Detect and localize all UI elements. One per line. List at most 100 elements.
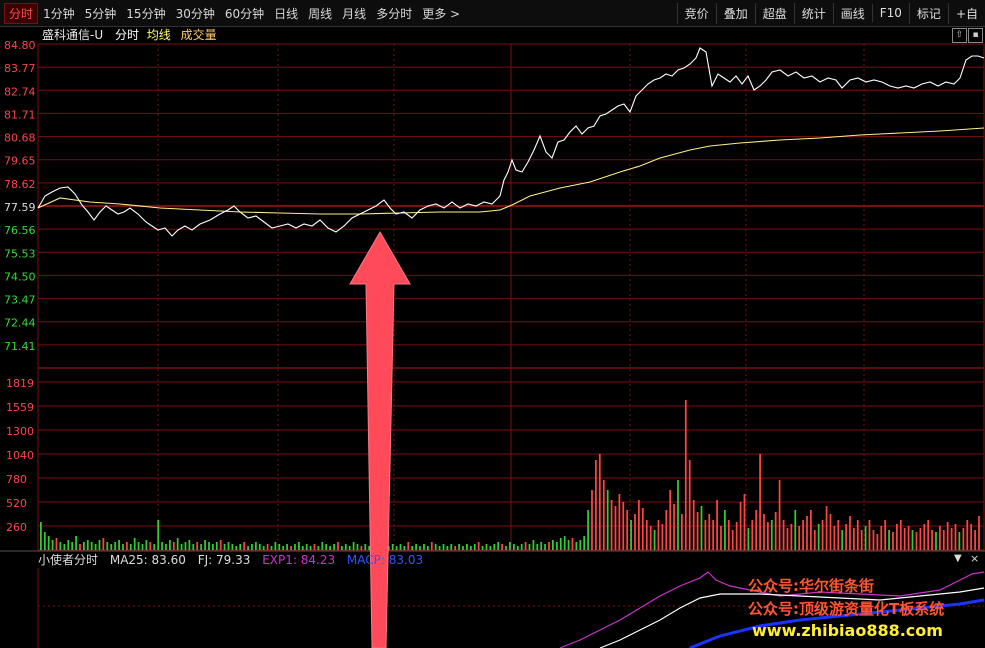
tab-9[interactable]: 多分时	[376, 6, 413, 21]
volume-bar	[86, 540, 89, 550]
volume-bar	[962, 528, 965, 550]
volume-bar	[837, 520, 840, 550]
volume-bar	[864, 526, 867, 550]
volume-bar	[458, 544, 460, 550]
tab-3[interactable]: 15分钟	[126, 6, 166, 21]
volume-bar	[317, 546, 320, 550]
volume-bar	[516, 546, 519, 550]
volume-bar	[548, 542, 550, 550]
price-tick-label: 79.65	[4, 155, 36, 168]
volume-bar	[40, 522, 42, 550]
volume-bar	[63, 544, 66, 550]
volume-bar	[423, 544, 425, 550]
volume-bar	[743, 494, 746, 550]
exp1-value: EXP1: 84.23	[262, 553, 336, 567]
volume-bar	[71, 542, 74, 550]
tool-3[interactable]: 统计	[793, 2, 833, 24]
volume-bar	[270, 546, 273, 550]
volume-bar	[751, 520, 754, 550]
price-tick-label: 76.56	[4, 224, 36, 237]
volume-bar	[235, 546, 238, 550]
volume-bar	[282, 546, 285, 550]
volume-bar	[200, 544, 203, 550]
volume-bar	[579, 540, 582, 550]
volume-bar	[262, 546, 265, 550]
volume-bar	[454, 546, 457, 550]
volume-bar	[407, 542, 410, 550]
avg-line-label: 均线	[146, 28, 171, 42]
sub-indicator-title: 小使者分时 MA25: 83.60 FJ: 79.33 EXP1: 84.23 …	[38, 552, 431, 568]
volume-label: 成交量	[180, 28, 217, 42]
volume-bar	[215, 542, 218, 550]
volume-bar	[231, 544, 234, 550]
tool-7[interactable]: +自	[947, 2, 985, 24]
volume-bar	[739, 502, 742, 550]
price-tick-label: 80.68	[4, 132, 36, 145]
volume-bar	[204, 540, 206, 550]
price-tick-label: 74.50	[4, 270, 36, 283]
volume-bar	[266, 544, 269, 550]
price-axis: 84.80 83.77 82.74 81.71 80.68 79.65 78.62 77.59…	[4, 39, 36, 353]
volume-tick-label: 520	[6, 497, 27, 510]
tab-7[interactable]: 周线	[308, 6, 333, 21]
volume-bar	[763, 514, 765, 550]
fj-line	[599, 587, 985, 648]
volume-bar	[598, 454, 601, 550]
volume-bar	[258, 544, 261, 550]
volume-bar	[896, 524, 898, 550]
volume-bar	[360, 546, 363, 550]
volume-bar	[595, 460, 597, 550]
volume-bar	[974, 530, 976, 550]
tool-5[interactable]: F10	[871, 4, 909, 22]
volume-bar	[419, 546, 421, 550]
volume-bar	[208, 542, 210, 550]
tab-2[interactable]: 5分钟	[84, 6, 117, 21]
volume-bar	[806, 516, 808, 550]
volume-bar	[665, 510, 668, 550]
tool-2[interactable]: 超盘	[754, 2, 794, 24]
volume-bar	[411, 546, 414, 550]
tab-10[interactable]: 更多 >	[422, 6, 461, 21]
volume-bar	[157, 520, 160, 550]
tab-0[interactable]: 分时	[4, 2, 39, 24]
volume-bar	[98, 540, 101, 550]
volume-bar	[172, 542, 175, 550]
tab-6[interactable]: 日线	[274, 6, 299, 21]
tab-8[interactable]: 月线	[342, 6, 367, 21]
volume-bar	[493, 544, 496, 550]
volume-bar	[907, 526, 910, 550]
volume-bar	[141, 544, 144, 550]
macp-line	[689, 598, 985, 648]
volume-bar	[43, 532, 46, 550]
tool-4[interactable]: 画线	[832, 2, 872, 24]
volume-bar	[978, 516, 980, 550]
volume-bar	[227, 542, 230, 550]
volume-bar	[477, 542, 480, 550]
volume-bar	[731, 530, 734, 550]
tab-5[interactable]: 60分钟	[224, 6, 265, 21]
volume-bar	[212, 544, 214, 550]
tool-1[interactable]: 叠加	[715, 2, 755, 24]
volume-bar	[630, 520, 632, 550]
volume-bar	[649, 526, 652, 550]
tab-1[interactable]: 1分钟	[43, 6, 75, 21]
volume-bar	[626, 510, 629, 550]
volume-bar	[55, 538, 58, 550]
tool-6[interactable]: 标记	[908, 2, 948, 24]
volume-bar	[67, 540, 70, 550]
volume-bar	[313, 544, 316, 550]
watermark-line2: 公众号:顶级游资量化T板系统	[748, 600, 945, 618]
close-icon[interactable]: ×	[970, 552, 980, 565]
volume-bar	[923, 524, 926, 550]
pin-icon[interactable]: ⇧	[952, 28, 967, 43]
volume-bar	[872, 530, 875, 550]
tool-0[interactable]: 竞价	[676, 2, 716, 24]
volume-bar	[782, 520, 785, 550]
menu-icon[interactable]: ▪	[968, 28, 983, 43]
macp-value: MACP: 83.03	[346, 553, 424, 567]
watermark-line3: www.zhibiao888.com	[752, 621, 943, 640]
dropdown-icon[interactable]: ▼	[954, 553, 962, 564]
volume-bar	[129, 544, 132, 550]
exp1-line	[559, 571, 985, 648]
tab-4[interactable]: 30分钟	[175, 6, 215, 21]
